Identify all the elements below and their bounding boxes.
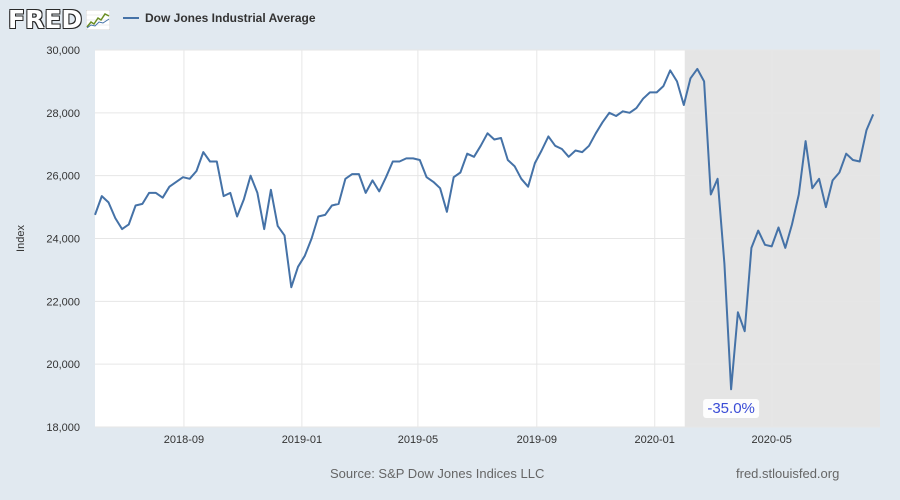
series-line-dow-jones[interactable]	[94, 67, 875, 391]
x-tick-label: 2020-05	[752, 434, 792, 446]
y-tick-label: 18,000	[46, 422, 80, 434]
fred-logo[interactable]: FRED	[8, 5, 111, 34]
x-tick-label: 2019-01	[282, 434, 322, 446]
y-tick-label: 28,000	[46, 108, 80, 120]
x-axis-ticks: 2018-09 2019-01 2019-05 2019-09 2020-01 2020-…	[164, 434, 792, 446]
x-tick-label: 2020-01	[635, 434, 675, 446]
site-link[interactable]: fred.stlouisfed.org	[736, 466, 840, 481]
legend-line-swatch	[123, 17, 139, 19]
y-tick-label: 22,000	[46, 296, 80, 308]
y-tick-label: 30,000	[46, 45, 80, 57]
gridlines	[95, 49, 880, 428]
x-tick-label: 2018-09	[164, 434, 204, 446]
y-tick-label: 20,000	[46, 359, 80, 371]
y-axis-ticks: 18,000 20,000 22,000 24,000 26,000 28,000 30,0…	[46, 45, 80, 434]
fred-logo-text: FRED	[8, 5, 83, 34]
y-tick-label: 24,000	[46, 234, 80, 246]
legend-label: Dow Jones Industrial Average	[145, 11, 316, 25]
line-chart-icon	[86, 10, 111, 30]
annotation-label: -35.0%	[707, 400, 755, 417]
source-note: Source: S&P Dow Jones Indices LLC	[330, 466, 545, 481]
annotation-background	[703, 399, 760, 418]
chart-legend[interactable]: Dow Jones Industrial Average	[123, 11, 316, 25]
y-tick-label: 26,000	[46, 171, 80, 183]
x-tick-label: 2019-09	[517, 434, 557, 446]
annotation: -35.0%	[703, 399, 760, 418]
y-axis-label: Index	[15, 225, 27, 252]
x-tick-label: 2019-05	[398, 434, 438, 446]
